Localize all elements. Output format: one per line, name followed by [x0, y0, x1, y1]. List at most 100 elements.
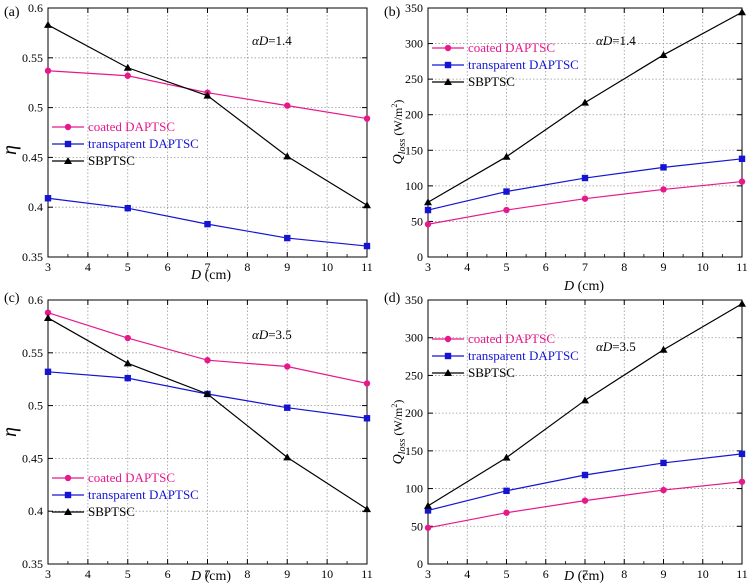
x-tick-label: 4 [85, 260, 91, 274]
y-tick-label: 350 [405, 293, 423, 307]
series-line [47, 24, 368, 206]
x-tick-label: 11 [361, 567, 373, 581]
panel-label: (d) [384, 291, 401, 306]
x-tick-label: 11 [736, 260, 748, 274]
panel-b: 3 4 5 6 7 8 9 10 11 0 50 100 150 200 250 300 350 coated D… [384, 1, 748, 294]
panel-a: 3 4 5 6 7 8 9 10 11 0.35 0.4 0.45 0.5 0.55 0.6 coated D… [0, 1, 373, 283]
y-tick-label: 300 [405, 331, 423, 345]
x-tick-label: 7 [582, 567, 588, 581]
x-tick-label: 10 [697, 567, 709, 581]
annotation-alpha-d: αD=3.5 [252, 327, 292, 342]
legend-label: coated DAPTSC [88, 119, 175, 134]
data-point [659, 50, 668, 58]
data-point [738, 299, 746, 307]
x-tick-label: 3 [425, 567, 431, 581]
x-tick-label: 5 [504, 567, 510, 581]
y-tick-label: 0.55 [22, 51, 43, 65]
x-tick-label: 5 [125, 567, 131, 581]
legend-swatch-marker [444, 335, 452, 343]
y-tick-label: 300 [405, 37, 423, 51]
y-tick-label: 50 [411, 214, 423, 228]
x-tick-label: 8 [244, 567, 250, 581]
legend-label: transparent DAPTSC [88, 487, 199, 502]
data-point [424, 206, 432, 214]
data-point [581, 396, 589, 404]
data-point [738, 178, 746, 185]
data-point [44, 313, 52, 321]
y-tick-label: 100 [405, 179, 423, 193]
series-transparent-daptsc [424, 155, 746, 214]
x-axis-label: D (cm) [190, 268, 231, 283]
y-tick-label: 100 [405, 482, 423, 496]
y-tick-label: 0.45 [22, 150, 43, 164]
data-point [424, 507, 432, 514]
data-point [581, 174, 589, 182]
data-point [660, 186, 667, 193]
panel-d: 3 4 5 6 7 8 9 10 11 0 50 100 150 200 250 300 350 coated D… [384, 291, 748, 583]
data-point [203, 389, 212, 397]
x-tick-label: 7 [205, 260, 211, 274]
series-sbptsc [44, 20, 371, 209]
data-point [738, 450, 746, 458]
legend-swatch-marker [64, 508, 72, 515]
legend: coated DAPTSC transparent DAPTSC SBPTSC [432, 40, 579, 89]
y-tick-label: 0.35 [22, 250, 43, 264]
legend-swatch-marker [64, 157, 72, 164]
data-point [502, 152, 511, 160]
x-tick-label: 6 [543, 260, 549, 274]
y-tick-label: 0.4 [28, 200, 43, 214]
data-point [424, 501, 432, 509]
legend: coated DAPTSC transparent DAPTSC SBPTSC [432, 331, 579, 380]
y-axis-label: Qloss (W/m2) [390, 400, 408, 465]
data-point [123, 359, 132, 367]
series-coated-daptsc [44, 309, 371, 387]
data-point [503, 188, 510, 195]
x-tick-label: 10 [321, 567, 333, 581]
x-tick-label: 3 [45, 260, 51, 274]
panel-label: (c) [4, 291, 20, 306]
legend-swatch-marker [444, 369, 452, 376]
data-point [738, 478, 746, 485]
y-tick-label: 0 [417, 557, 423, 571]
y-tick-label: 250 [405, 368, 423, 382]
series-sbptsc [424, 8, 746, 206]
y-tick-label: 0 [417, 250, 423, 264]
y-tick-label: 0.6 [28, 1, 43, 15]
annotation-alpha-d: αD=1.4 [252, 33, 292, 48]
y-tick-label: 0.4 [28, 504, 43, 518]
x-tick-label: 9 [661, 567, 667, 581]
data-point [44, 195, 52, 202]
legend: coated DAPTSC transparent DAPTSC SBPTSC [52, 470, 199, 519]
series-line [47, 312, 368, 385]
x-tick-label: 8 [244, 260, 250, 274]
data-point [284, 102, 291, 109]
legend-swatch-marker [444, 61, 452, 69]
data-point [503, 509, 510, 516]
panel-c: 3 4 5 6 7 8 9 10 11 0.35 0.4 0.45 0.5 0.55 0.6 coated D… [0, 291, 373, 583]
x-tick-label: 10 [321, 260, 333, 274]
data-point [44, 368, 52, 376]
legend-label: transparent DAPTSC [468, 57, 579, 72]
x-tick-label: 5 [125, 260, 131, 274]
x-tick-label: 3 [45, 567, 51, 581]
legend-label: SBPTSC [468, 365, 515, 380]
x-axis-label: D (cm) [190, 569, 231, 583]
series-transparent-daptsc [424, 450, 746, 514]
legend-label: SBPTSC [468, 74, 515, 89]
legend-label: coated DAPTSC [468, 331, 555, 346]
data-point [738, 155, 746, 163]
x-tick-label: 10 [697, 260, 709, 274]
x-axis-label: D (cm) [563, 569, 604, 583]
data-point [124, 374, 131, 382]
data-point [363, 242, 371, 250]
y-tick-label: 0.45 [22, 451, 43, 465]
data-point [363, 115, 371, 122]
x-tick-label: 8 [621, 567, 627, 581]
x-tick-label: 8 [621, 260, 627, 274]
x-tick-label: 6 [165, 567, 171, 581]
x-tick-label: 6 [543, 567, 549, 581]
data-point [283, 152, 292, 160]
data-point [502, 453, 511, 461]
x-tick-label: 9 [284, 567, 290, 581]
legend-swatch-marker [444, 78, 452, 85]
